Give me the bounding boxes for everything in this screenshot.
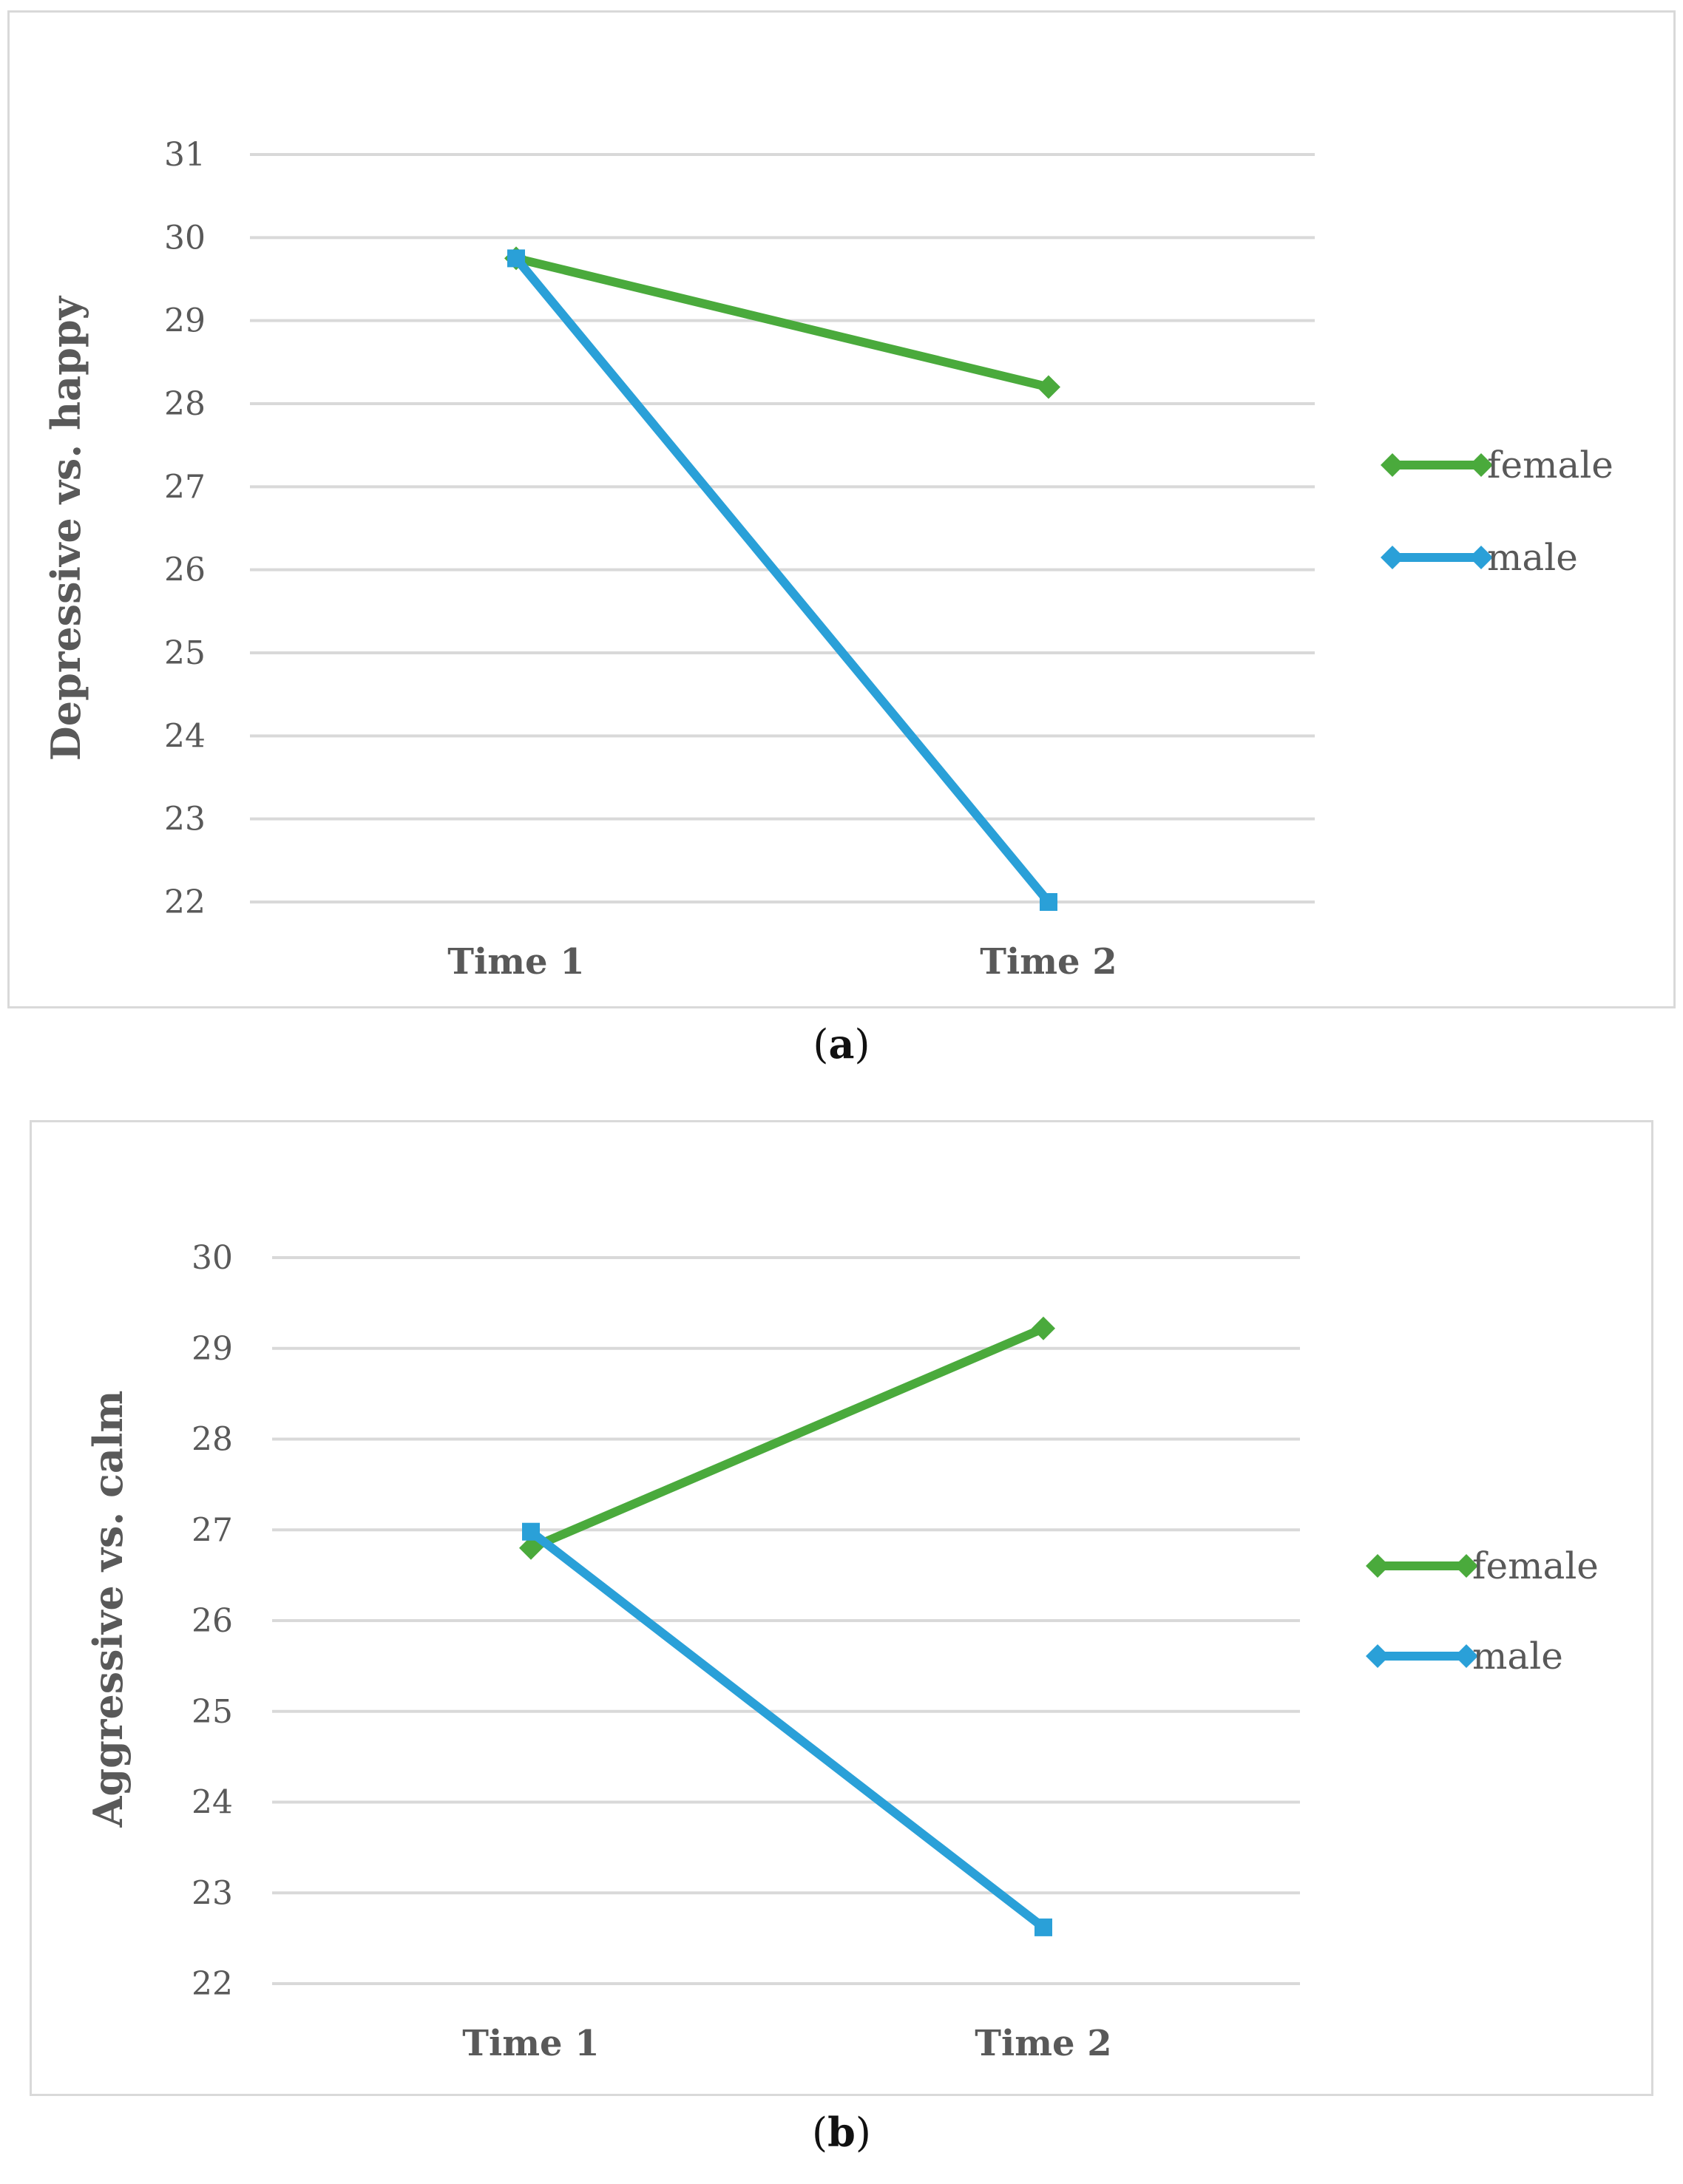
y-tick-label: 23 <box>164 801 206 838</box>
caption-b-open: ( <box>812 2109 828 2156</box>
data-point-male <box>507 249 525 268</box>
y-tick-label: 22 <box>164 884 206 921</box>
legend-marker-male <box>1455 1644 1478 1668</box>
legend-marker-female <box>1381 453 1404 477</box>
caption-b: (b) <box>731 2109 952 2156</box>
legend-marker-male <box>1366 1644 1389 1668</box>
caption-a-close: ) <box>854 1021 870 1068</box>
y-axis-title: Depressive vs. happy <box>42 295 89 761</box>
data-point-male <box>1034 1918 1052 1936</box>
data-point-male <box>1040 893 1057 911</box>
x-tick-label: Time 2 <box>980 941 1117 983</box>
legend-marker-female <box>1366 1554 1389 1578</box>
legend-marker-female <box>1469 453 1493 477</box>
y-tick-label: 26 <box>164 552 206 589</box>
y-tick-label: 29 <box>192 1330 233 1368</box>
y-tick-label: 26 <box>192 1602 233 1640</box>
legend-marker-male <box>1469 546 1493 569</box>
caption-a-open: ( <box>813 1021 829 1068</box>
y-tick-label: 24 <box>192 1784 233 1822</box>
caption-b-label: b <box>827 2109 856 2156</box>
y-tick-label: 29 <box>164 302 206 340</box>
legend-marker-male <box>1381 546 1404 569</box>
legend-label-male: male <box>1472 1635 1563 1678</box>
chart-b-svg: 22 23 24 25 26 27 28 29 30 Time 1 Time 2 Aggressive… <box>84 1239 1599 2064</box>
caption-a-label: a <box>828 1020 855 1068</box>
legend-label-male: male <box>1487 536 1578 579</box>
y-tick-label: 24 <box>164 717 206 755</box>
chart-panel-a: 22 23 24 25 26 27 28 29 30 31 Time 1 Time 2 Depressi… <box>7 10 1676 1008</box>
y-tick-label: 31 <box>164 136 206 174</box>
y-tick-label: 30 <box>192 1239 233 1277</box>
data-point-female <box>519 1536 543 1560</box>
data-point-male <box>522 1522 540 1541</box>
legend-label-female: female <box>1487 444 1613 486</box>
y-tick-label: 30 <box>164 219 206 257</box>
y-tick-label: 27 <box>164 468 206 506</box>
data-point-female <box>1037 375 1060 399</box>
series-line-male <box>526 1527 1048 1932</box>
series-line-female <box>526 1323 1048 1553</box>
caption-b-close: ) <box>855 2109 871 2156</box>
legend-label-female: female <box>1472 1544 1599 1587</box>
y-tick-label: 22 <box>192 1965 233 2003</box>
x-tick-label: Time 2 <box>975 2023 1111 2064</box>
y-tick-label: 25 <box>164 634 206 672</box>
series-line-female <box>512 254 1053 392</box>
y-tick-label: 25 <box>192 1693 233 1731</box>
y-tick-label: 28 <box>192 1421 233 1459</box>
y-tick-label: 23 <box>192 1874 233 1912</box>
y-tick-label: 28 <box>164 385 206 423</box>
legend-marker-female <box>1455 1554 1478 1578</box>
chart-panel-b: 22 23 24 25 26 27 28 29 30 Time 1 Time 2 Aggressive… <box>30 1120 1653 2096</box>
y-axis-title: Aggressive vs. calm <box>84 1391 132 1828</box>
chart-a-svg: 22 23 24 25 26 27 28 29 30 31 Time 1 Time 2 Depressi… <box>42 136 1613 983</box>
data-point-female <box>1032 1316 1055 1340</box>
caption-a: (a) <box>731 1020 952 1068</box>
y-tick-label: 27 <box>192 1511 233 1549</box>
series-line-male <box>512 254 1053 906</box>
x-tick-label: Time 1 <box>462 2023 599 2064</box>
x-tick-label: Time 1 <box>447 941 584 983</box>
